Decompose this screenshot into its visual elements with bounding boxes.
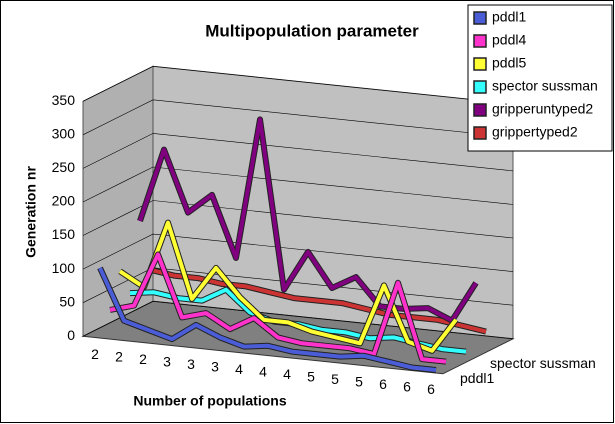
depth-label: spector sussman <box>490 355 596 371</box>
plot-area <box>81 65 515 375</box>
x-tick-label: 5 <box>307 369 315 385</box>
grid-line <box>82 166 514 205</box>
grid-line <box>82 65 514 105</box>
legend-label: pddl5 <box>492 55 526 71</box>
y-tick-label: 100 <box>52 260 76 276</box>
grid-line <box>82 200 514 239</box>
legend-label: pddl1 <box>492 9 526 25</box>
y-tick-label: 50 <box>59 293 75 309</box>
legend-label: grippertyped2 <box>492 124 578 140</box>
y-tick-label: 250 <box>52 159 76 175</box>
grid-line <box>82 99 514 138</box>
side-wall <box>82 65 154 338</box>
x-tick-label: 2 <box>91 346 99 362</box>
x-tick-label: 4 <box>283 366 291 382</box>
chart-title: Multipopulation parameter <box>205 21 419 40</box>
grid-line <box>82 133 514 172</box>
legend-label: spector sussman <box>492 78 598 94</box>
x-tick-label: 5 <box>355 374 363 390</box>
series-line <box>109 252 447 364</box>
x-tick-label: 3 <box>163 354 171 370</box>
series-line <box>138 117 478 323</box>
legend-label: gripperuntyped2 <box>492 101 593 117</box>
legend-swatch <box>473 80 487 94</box>
series-line <box>98 267 437 372</box>
x-tick-label: 6 <box>379 376 387 392</box>
legend-swatch <box>473 57 487 71</box>
y-tick-label: 150 <box>52 226 76 242</box>
y-tick-label: 350 <box>52 92 76 108</box>
x-tick-label: 6 <box>427 381 435 397</box>
grid-line <box>82 300 514 340</box>
legend <box>467 4 613 152</box>
y-tick-label: 300 <box>52 126 76 142</box>
x-tick-label: 5 <box>331 371 339 387</box>
legend-swatch <box>473 103 487 117</box>
x-tick-label: 2 <box>139 351 147 367</box>
x-tick-label: 3 <box>211 359 219 375</box>
x-tick-label: 3 <box>187 356 195 372</box>
x-axis-label: Number of populations <box>133 393 286 409</box>
x-tick-label: 4 <box>235 361 243 377</box>
depth-label: pddl1 <box>460 370 494 386</box>
y-tick-label: 200 <box>52 193 76 209</box>
legend-swatch <box>473 126 487 140</box>
grid-line <box>82 233 514 272</box>
x-tick-label: 2 <box>115 349 123 365</box>
legend-swatch <box>473 11 487 25</box>
legend-label: pddl4 <box>492 32 526 48</box>
x-tick-label: 4 <box>259 364 267 380</box>
y-tick-label: 0 <box>67 327 75 343</box>
x-tick-label: 6 <box>403 379 411 395</box>
y-axis-label: Generation nr <box>23 166 39 258</box>
legend-swatch <box>473 34 487 48</box>
series-line <box>118 220 458 353</box>
